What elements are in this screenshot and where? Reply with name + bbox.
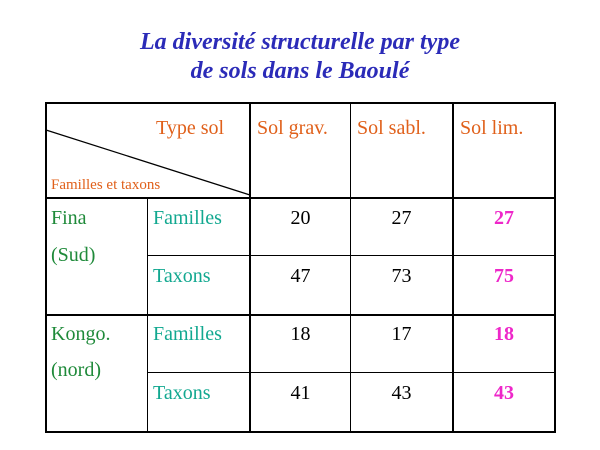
value-cell-highlight: 27 [494, 207, 514, 229]
group-divider [45, 314, 556, 316]
group-name-kongo: Kongo. [51, 323, 111, 345]
value-cell: 43 [391, 382, 412, 404]
col-divider-1 [249, 102, 251, 433]
table-header-divider [45, 197, 556, 199]
page-title-line-2: de sols dans le Baoulé [190, 58, 410, 84]
col-divider-3 [452, 102, 454, 433]
corner-header-type-sol: Type sol [156, 117, 225, 139]
column-header-sol-sabl: Sol sabl. [357, 117, 426, 139]
table-border-bottom [45, 431, 556, 433]
value-cell-highlight: 75 [494, 265, 514, 287]
value-cell: 18 [290, 323, 311, 345]
row-label-familles: Familles [153, 323, 222, 345]
row-label-taxons: Taxons [153, 265, 211, 287]
group-region-nord: (nord) [51, 359, 101, 381]
table-border-left [45, 102, 47, 433]
row-label-taxons: Taxons [153, 382, 211, 404]
value-cell: 20 [290, 207, 311, 229]
value-cell-highlight: 18 [494, 323, 514, 345]
row-label-familles: Familles [153, 207, 222, 229]
table-border-right [554, 102, 556, 433]
group-name-fina: Fina [51, 207, 87, 229]
group-region-sud: (Sud) [51, 244, 96, 266]
value-cell: 17 [391, 323, 412, 345]
table-border-top [45, 102, 556, 104]
value-cell: 41 [290, 382, 311, 404]
value-cell: 47 [290, 265, 311, 287]
value-cell: 27 [391, 207, 412, 229]
col-divider-group [147, 197, 148, 433]
column-header-sol-lim: Sol lim. [460, 117, 524, 139]
corner-header-familles-taxons: Familles et taxons [51, 177, 161, 193]
column-header-sol-grav: Sol grav. [257, 117, 328, 139]
row-divider-1 [148, 255, 556, 256]
page-title-line-1: La diversité structurelle par type [140, 29, 460, 55]
row-divider-2 [148, 372, 556, 373]
value-cell-highlight: 43 [494, 382, 514, 404]
col-divider-2 [350, 102, 351, 433]
value-cell: 73 [391, 265, 412, 287]
